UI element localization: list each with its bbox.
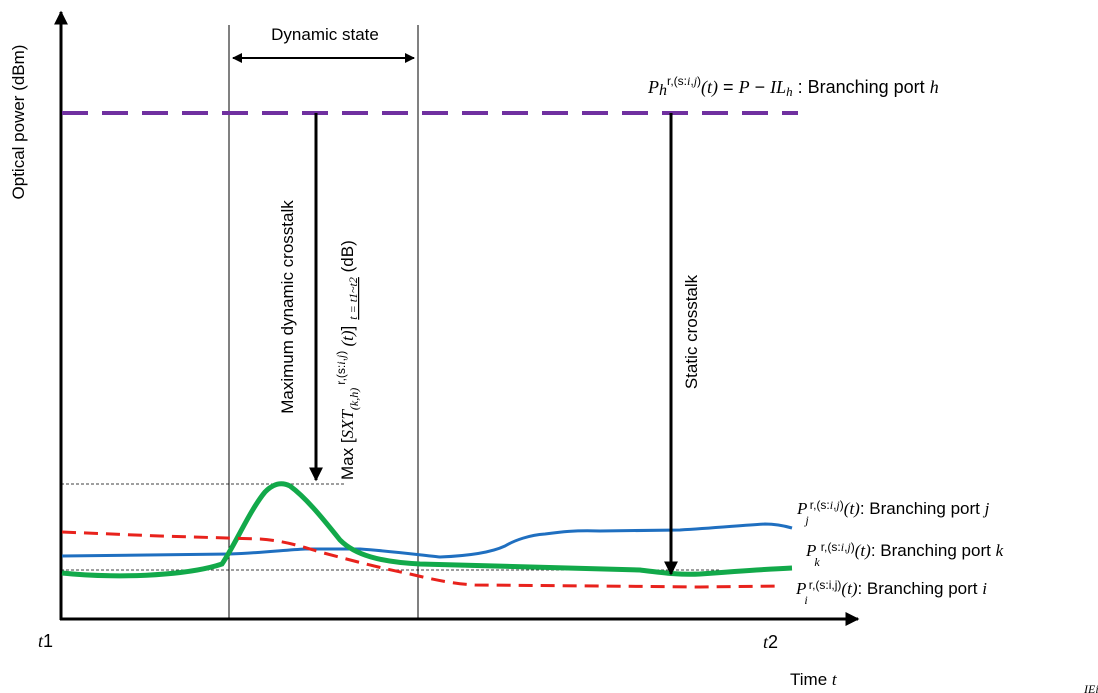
port-k-sup-mid: , <box>844 540 847 554</box>
port-j-t: t <box>849 499 855 518</box>
port-j-sup: r,(s: <box>810 498 830 512</box>
port-j-sup-j: j <box>834 498 840 512</box>
port-j-curve <box>61 522 793 559</box>
port-j-p: P <box>796 499 807 518</box>
port-i-p: P <box>795 579 806 598</box>
port-j-port: j <box>983 499 990 518</box>
port-h-eq: = <box>718 77 739 97</box>
port-h-rhs-p: P <box>738 77 750 97</box>
max-dynamic-label: Maximum dynamic crosstalk <box>278 200 297 414</box>
port-k-t-close: ) <box>864 541 871 560</box>
x-axis-label-var: t <box>832 670 838 689</box>
t2-label: t2 <box>763 632 778 652</box>
max-formula-t: (t) <box>338 330 357 351</box>
port-j-t-close: ) <box>853 499 860 518</box>
port-k-sub: k <box>814 555 820 569</box>
port-j-sup-i: i <box>830 498 833 512</box>
t1-var: t <box>38 631 44 651</box>
port-k-p: P <box>805 541 816 560</box>
max-formula-sxt: SXT <box>338 409 357 439</box>
port-h-sup-mid: , <box>690 74 693 88</box>
port-j-t-open: ( <box>844 499 851 518</box>
port-h-desc: Branching port <box>808 77 930 97</box>
max-formula-range: t = t1~t2 <box>346 277 360 320</box>
max-formula-sup-end: ) <box>334 351 348 355</box>
port-i-t-close: ) <box>851 579 858 598</box>
port-h-t: t <box>707 77 713 97</box>
t1-num: 1 <box>43 631 53 651</box>
corner-text: IEi <box>1083 682 1098 693</box>
port-h-sub: h <box>659 82 667 99</box>
t2-num: 2 <box>768 632 778 652</box>
port-i-curve <box>61 530 781 589</box>
port-k-t: t <box>860 541 866 560</box>
port-h-il-sub: h <box>786 84 793 99</box>
port-h-t-open: ( <box>701 77 708 98</box>
port-h-sup-j: j <box>692 74 698 88</box>
port-h-port: h <box>930 77 939 97</box>
port-k-sup-j: j <box>845 540 851 554</box>
port-k-sup-i: i <box>841 540 844 554</box>
port-j-sup-mid: , <box>833 498 836 512</box>
max-formula-bracket: ] <box>338 326 357 331</box>
x-axis-label: Time t <box>790 670 838 689</box>
t1-label: t1 <box>38 631 53 651</box>
port-h-t-close: ) <box>711 77 718 98</box>
port-i-desc: : Branching port <box>857 579 982 598</box>
max-formula-sup-j: j <box>334 354 348 360</box>
port-h-sup: r,(s: <box>667 74 687 88</box>
static-crosstalk-label: Static crosstalk <box>682 274 701 389</box>
dynamic-state-label: Dynamic state <box>271 25 379 44</box>
port-i-t: t <box>847 579 853 598</box>
port-h-sup-i: i <box>687 74 690 88</box>
max-formula-sub: (k,h) <box>347 388 361 410</box>
port-k-curve <box>61 481 793 579</box>
port-k-sup-end: ) <box>851 540 855 554</box>
port-h-label: Phr,(s:i,j)(t) = P − ILh : Branching por… <box>647 74 939 99</box>
port-h-il: IL <box>769 77 786 97</box>
port-j-sub: j <box>803 513 809 527</box>
max-formula-sup: r,(s: <box>334 365 348 385</box>
svg-text:Max [SXT(k,h)r,(s:i,j) (t)]t =: Max [SXT(k,h) r,(s:i,j) (t)] t = t1~t2 (dB… <box>334 240 361 480</box>
port-k-sup: r,(s: <box>821 540 841 554</box>
max-formula-max: Max [ <box>338 438 357 480</box>
port-h-colon: : <box>793 77 808 97</box>
port-i-sub: i <box>804 593 807 607</box>
port-i-port: i <box>982 579 987 598</box>
port-h-minus: − <box>750 77 771 97</box>
port-k-port: k <box>996 541 1004 560</box>
max-formula-sup-i: i <box>334 361 348 364</box>
max-formula: Max [SXT(k,h) r,(s:i,j) (t)] t = t1~t2 (dB… <box>334 240 361 480</box>
port-k-t-open: ( <box>855 541 862 560</box>
t2-var: t <box>763 632 769 652</box>
port-h-sup-end: ) <box>697 74 701 88</box>
port-i-t-open: ( <box>841 579 848 598</box>
y-axis-label: Optical power (dBm) <box>9 45 28 200</box>
x-axis-label-text: Time <box>790 670 832 689</box>
max-formula-unit: (dB) <box>338 240 357 277</box>
port-k-desc: : Branching port <box>871 541 996 560</box>
port-i-sup: r,(s:i,j) <box>809 578 842 592</box>
port-j-desc: : Branching port <box>860 499 985 518</box>
port-j-sup-end: ) <box>840 498 844 512</box>
port-h-p: P <box>647 77 659 97</box>
max-formula-sup-mid: , <box>334 358 348 361</box>
